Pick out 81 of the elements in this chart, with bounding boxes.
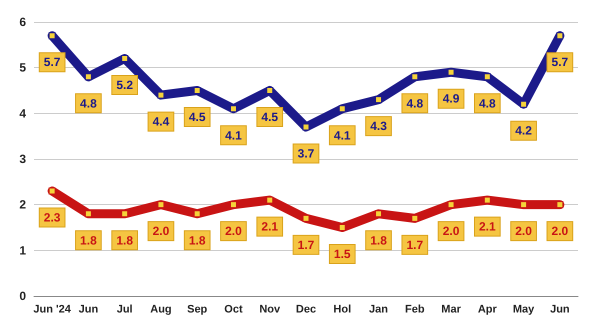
point bbox=[157, 201, 164, 208]
x-tick-label: Jun bbox=[550, 304, 570, 316]
data-label: 4.5 bbox=[188, 110, 206, 124]
x-tick-label: Nov bbox=[259, 304, 282, 316]
data-label: 1.8 bbox=[370, 233, 388, 248]
point bbox=[411, 214, 418, 222]
point bbox=[84, 73, 92, 80]
point bbox=[230, 201, 237, 208]
x-tick-label: Mar bbox=[441, 304, 462, 316]
data-label: 4.1 bbox=[225, 128, 242, 142]
point bbox=[194, 87, 201, 94]
data-label: 1.7 bbox=[406, 238, 424, 252]
x-tick-label: Aug bbox=[150, 304, 172, 316]
y-tick-label: 0 bbox=[19, 289, 26, 303]
point bbox=[556, 201, 564, 208]
y-tick-label: 3 bbox=[19, 152, 26, 166]
y-tick-label: 4 bbox=[19, 106, 26, 120]
data-label: 1.8 bbox=[188, 233, 206, 248]
data-label: 1.8 bbox=[80, 233, 98, 248]
data-label: 2.1 bbox=[478, 220, 496, 234]
data-label: 4.8 bbox=[80, 96, 98, 110]
point bbox=[484, 196, 491, 204]
data-label: 5.7 bbox=[44, 55, 61, 70]
data-label: 2.1 bbox=[261, 220, 278, 234]
y-tick-label: 6 bbox=[19, 15, 26, 29]
point bbox=[556, 32, 564, 40]
data-label: 1.5 bbox=[334, 247, 351, 261]
point bbox=[375, 96, 382, 104]
point bbox=[375, 210, 382, 218]
point bbox=[448, 201, 455, 208]
point bbox=[338, 224, 346, 231]
point bbox=[266, 196, 274, 204]
point bbox=[230, 105, 237, 112]
point bbox=[48, 32, 56, 40]
point bbox=[121, 210, 128, 218]
data-label: 1.8 bbox=[116, 233, 134, 248]
point bbox=[157, 92, 164, 99]
data-label: 2.0 bbox=[515, 224, 532, 238]
point bbox=[484, 73, 491, 80]
y-tick-label: 1 bbox=[19, 243, 26, 258]
x-tick-label: Jun bbox=[78, 304, 98, 316]
x-tick-label: Sep bbox=[187, 304, 208, 316]
point bbox=[194, 210, 201, 218]
data-label: 5.2 bbox=[116, 78, 134, 92]
data-label: 2.0 bbox=[152, 224, 170, 238]
data-label: 4.3 bbox=[370, 119, 388, 134]
x-tick-label: May bbox=[512, 304, 536, 316]
x-tick-label: Hol bbox=[333, 304, 352, 316]
point bbox=[520, 100, 528, 108]
y-tick-label: 2 bbox=[19, 198, 26, 212]
x-tick-label: Jan bbox=[369, 304, 388, 316]
data-label: 1.7 bbox=[298, 238, 315, 252]
data-label: 3.7 bbox=[298, 146, 315, 161]
point bbox=[302, 214, 310, 222]
point bbox=[448, 68, 455, 76]
x-tick-label: Jul bbox=[116, 304, 133, 316]
point bbox=[338, 105, 346, 112]
x-tick-label: Oct bbox=[224, 304, 243, 316]
data-label: 4.8 bbox=[406, 96, 424, 110]
data-label: 4.5 bbox=[261, 110, 278, 124]
x-tick-label: Jun '24 bbox=[33, 304, 72, 316]
data-label: 4.4 bbox=[152, 114, 170, 129]
point bbox=[84, 210, 92, 218]
point bbox=[302, 124, 310, 131]
data-label: 2.0 bbox=[225, 224, 242, 238]
data-label: 4.2 bbox=[515, 124, 532, 138]
data-label: 2.3 bbox=[44, 210, 61, 224]
point bbox=[411, 73, 418, 80]
data-label: 4.8 bbox=[478, 96, 496, 110]
point bbox=[266, 87, 274, 94]
x-tick-label: Dec bbox=[296, 304, 316, 316]
data-label: 2.0 bbox=[442, 224, 460, 238]
y-tick-label: 5 bbox=[19, 60, 26, 75]
data-label: 4.9 bbox=[442, 92, 460, 106]
point bbox=[48, 187, 56, 194]
x-tick-label: Feb bbox=[405, 304, 425, 316]
data-label: 2.0 bbox=[552, 224, 569, 238]
data-label: 5.7 bbox=[552, 55, 569, 70]
point bbox=[520, 201, 528, 208]
x-tick-label: Apr bbox=[478, 304, 498, 316]
data-label: 4.1 bbox=[334, 128, 351, 142]
